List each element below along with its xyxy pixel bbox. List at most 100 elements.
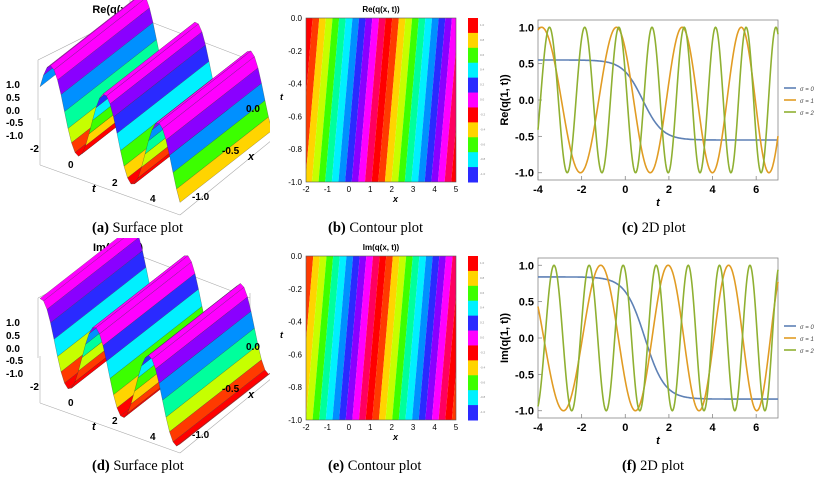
contour-band bbox=[325, 18, 346, 182]
x-tick-label: 2 bbox=[666, 184, 672, 196]
contour-band bbox=[352, 256, 373, 420]
contour-band bbox=[345, 18, 366, 182]
surface-strip bbox=[50, 0, 144, 71]
caption-e: (e) Contour plot bbox=[328, 458, 421, 475]
contour-band bbox=[418, 18, 439, 182]
z-tick-label: 1.0 bbox=[6, 318, 20, 329]
y-tick-label: 0.0 bbox=[519, 333, 534, 345]
colorbar-swatch bbox=[468, 390, 478, 406]
x-tick-label: 6 bbox=[753, 184, 759, 196]
colorbar-swatch bbox=[468, 92, 478, 108]
contour-band bbox=[392, 256, 413, 420]
x-tick-label: -1 bbox=[324, 185, 332, 194]
caption-tag: (e) bbox=[328, 458, 345, 474]
contour-band bbox=[398, 256, 420, 420]
x-tick-label: 0 bbox=[347, 423, 352, 432]
box-edge bbox=[39, 164, 181, 216]
contour-band bbox=[404, 18, 426, 182]
caption-b: (b) Contour plot bbox=[328, 220, 423, 237]
y-tick-label: -0.5 bbox=[515, 369, 534, 381]
colorbar-swatch bbox=[468, 315, 478, 332]
x-tick-label: 3 bbox=[411, 423, 416, 432]
y-tick-label: -0.2 bbox=[288, 285, 302, 294]
x-tick-label: 1 bbox=[368, 185, 373, 194]
colorbar-label: 1.0 bbox=[480, 261, 485, 265]
x-tick-label: 4 bbox=[709, 184, 716, 196]
contour-band bbox=[285, 18, 306, 182]
colorbar-swatch bbox=[468, 285, 478, 302]
colorbar-label: -1.0 bbox=[480, 410, 486, 414]
x-tick-label: -1.0 bbox=[192, 192, 210, 203]
contour-band bbox=[358, 18, 379, 182]
box-edge bbox=[179, 141, 270, 216]
surface-strip bbox=[43, 238, 139, 310]
contour-band bbox=[371, 18, 393, 182]
z-tick-label: 0.0 bbox=[6, 344, 20, 355]
surface-strip bbox=[39, 238, 125, 302]
legend-label: σ = 2 bbox=[800, 349, 814, 355]
contour-plot-re: Re(q(x, t)) 0.0 -0.2 -0.4 -0.6 -0.8 -1.0 t -2 -1 0… bbox=[280, 5, 486, 204]
colorbar-label: 0.8 bbox=[480, 276, 485, 280]
caption-text: 2D plot bbox=[641, 220, 686, 236]
x-tick-label: 4 bbox=[709, 422, 716, 434]
legend-label: σ = 1 bbox=[800, 99, 814, 105]
x-tick-label: 6 bbox=[753, 422, 759, 434]
z-tick-label: 0.5 bbox=[6, 331, 20, 342]
contour-band bbox=[438, 256, 456, 420]
t-tick-label: -2 bbox=[30, 144, 39, 155]
x-tick-label: 0 bbox=[347, 185, 352, 194]
y-axis-label: Re(q(1, t)) bbox=[499, 74, 511, 126]
y-tick-label: -1.0 bbox=[515, 406, 534, 418]
caption-d: (d) Surface plot bbox=[92, 458, 184, 475]
colorbar-label: -0.8 bbox=[480, 395, 486, 399]
x-tick-label: -2 bbox=[302, 423, 310, 432]
y-tick-label: -0.8 bbox=[288, 383, 302, 392]
series-line bbox=[537, 26, 779, 174]
contour-band bbox=[365, 256, 387, 420]
contour-band bbox=[444, 48, 456, 182]
contour-band bbox=[318, 18, 340, 182]
y-tick-label: -1.0 bbox=[288, 416, 302, 425]
contour-band bbox=[398, 18, 419, 182]
t-axis-label: t bbox=[92, 421, 97, 433]
contour-band bbox=[325, 256, 347, 420]
contour-band bbox=[391, 18, 413, 182]
x-tick-label: 0.0 bbox=[246, 342, 260, 353]
colorbar-label: 0.2 bbox=[480, 321, 485, 325]
x-tick-label: 4 bbox=[432, 185, 437, 194]
contour-plot-im: Im(q(x, t)) 0.0 -0.2 -0.4 -0.6 -0.8 -1.0 t -2 -1 0… bbox=[280, 243, 486, 442]
x-tick-label: 3 bbox=[411, 185, 416, 194]
x-axis-label: x bbox=[247, 151, 255, 163]
y-tick-label: -0.4 bbox=[288, 318, 302, 327]
y-tick-label: -0.8 bbox=[288, 145, 302, 154]
z-tick-label: -1.0 bbox=[6, 369, 24, 380]
colorbar-swatch bbox=[468, 167, 478, 183]
contour-band bbox=[345, 256, 367, 420]
x-axis-label: x bbox=[247, 389, 255, 401]
caption-tag: (d) bbox=[92, 458, 110, 474]
colorbar-label: 0.2 bbox=[480, 83, 485, 87]
contour-band bbox=[418, 256, 440, 420]
contour-bands bbox=[306, 256, 456, 420]
contour-band bbox=[339, 256, 360, 420]
colorbar-label: -0.6 bbox=[480, 142, 486, 146]
y-tick-label: -0.5 bbox=[515, 131, 534, 143]
z-tick-label: 0.5 bbox=[6, 93, 20, 104]
z-tick-label: -0.5 bbox=[6, 356, 24, 367]
y-tick-label: -1.0 bbox=[515, 168, 534, 180]
caption-text: Surface plot bbox=[113, 458, 184, 474]
z-tick-label: -0.5 bbox=[6, 118, 24, 129]
contour-band bbox=[384, 18, 406, 182]
contour-band bbox=[424, 18, 446, 182]
caption-tag: (a) bbox=[92, 220, 109, 236]
x-tick-label: -2 bbox=[302, 185, 310, 194]
colorbar-swatch bbox=[468, 330, 478, 346]
x-axis-label: x bbox=[392, 194, 399, 204]
box-edge bbox=[179, 379, 270, 454]
colorbar-swatch bbox=[468, 137, 478, 153]
colorbar-label: -0.4 bbox=[480, 127, 486, 131]
y-tick-label: -0.4 bbox=[288, 80, 302, 89]
contour-band bbox=[431, 18, 452, 182]
x-tick-label: -4 bbox=[533, 422, 544, 434]
colorbar-swatch bbox=[468, 375, 478, 391]
